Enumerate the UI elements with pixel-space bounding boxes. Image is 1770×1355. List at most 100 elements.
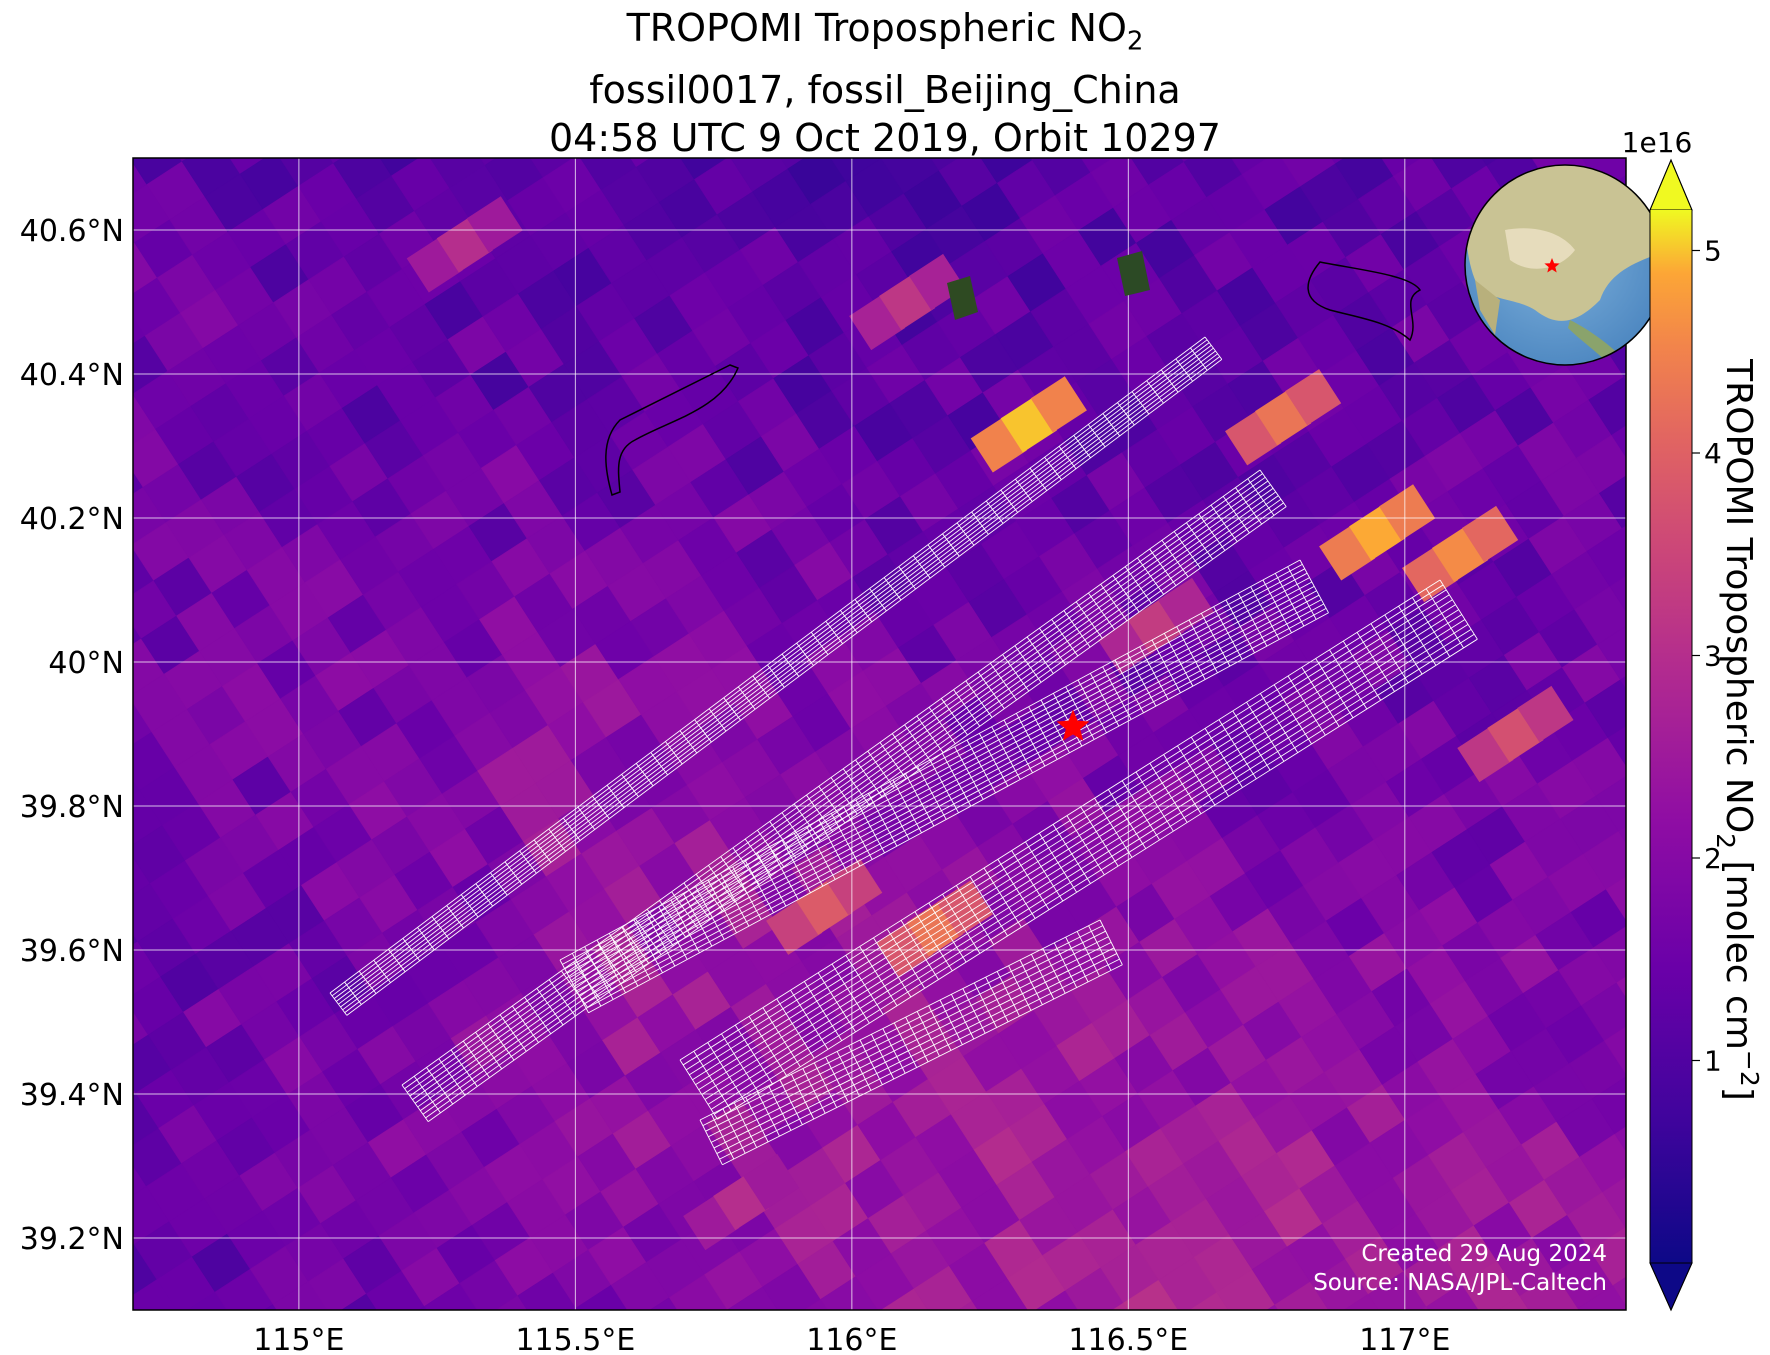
no2-pixel [649,1297,678,1310]
swath-grid-line [583,603,1324,1005]
no2-pixel [1611,425,1626,458]
no2-pixel [1605,876,1626,921]
no2-pixel [1636,1298,1694,1355]
no2-pixel [1572,737,1626,797]
no2-pixel [1103,92,1161,150]
swath-grid-line [585,607,1327,1009]
no2-pixel [1601,1321,1659,1355]
globe-target-star [1544,258,1560,273]
no2-pixel [1449,1319,1507,1355]
y-tick-label: 40.2°N [20,502,124,537]
colorbar-fill [1650,210,1692,1263]
globe-tibet [1505,228,1575,269]
x-tick-label: 116°E [806,1323,897,1355]
no2-pixel [1602,1176,1626,1228]
no2-hotspots [406,196,1574,1251]
swath-grid-line [427,506,1287,1122]
swath-grid-line [707,624,1469,1105]
reservoir-outline [605,364,739,496]
swath-grid-line [1259,469,1287,507]
swath-grid-line [716,953,1117,1154]
created-date: Created 29 Aug 2024 [1361,1241,1607,1267]
colorbar-frame [1649,158,1693,1312]
colorbar-tick-label: 2 [1704,842,1722,875]
no2-pixel [1591,1076,1626,1135]
swath-grid-line [704,619,1466,1100]
y-tick-label: 40.4°N [20,358,124,393]
swath-grid-line [414,487,1274,1104]
inset-globe [1464,164,1666,366]
title-line-2: fossil0017, fossil_Beijing_China [589,67,1181,112]
swath-grid-line [714,633,1475,1115]
swath-grid-line [574,585,1315,987]
no2-pixel [1123,1279,1179,1310]
no2-pixel [341,1293,378,1310]
swath-grid-line [695,604,1456,1086]
no2-hotspot [1285,369,1342,426]
swath-grid-line [342,353,1218,1011]
no2-pixel [1579,1133,1626,1193]
no2-pixel [64,1267,122,1325]
no2-pixel [448,1319,506,1355]
swath-grid-line [425,502,1284,1119]
no2-pixel [1481,158,1500,167]
no2-pixel [1586,527,1626,587]
swath-grid-line [338,347,1214,1005]
swath-grid-line [588,612,1329,1014]
credit-text: Created 29 Aug 2024 Source: NASA/JPL-Cal… [1313,1240,1607,1298]
no2-pixel [880,1288,929,1310]
map-plot-area [64,91,1694,1355]
colorbar-tick-label: 5 [1704,235,1722,268]
no2-pixel [1274,1281,1329,1310]
no2-pixel [1181,158,1191,163]
swath-grid-line [699,919,1101,1121]
no2-pixel [803,1298,829,1310]
swath-grid-line [722,964,1123,1166]
swath-grid-line [576,590,1317,992]
swath-grid-line [705,930,1106,1132]
no2-pixel [1080,158,1114,173]
no2-pixel [1577,1285,1626,1310]
no2-pixel [495,1295,528,1310]
no2-pixel [418,1305,428,1310]
no2-pixel [1621,525,1626,535]
no2-pixel [67,965,125,1023]
no2-pixel [1574,586,1626,646]
no2-pixel [1035,1290,1079,1310]
title-line-1: TROPOMI Tropospheric NO2 [626,6,1144,57]
no2-pixel [1584,679,1626,739]
no2-pixel [1574,1307,1580,1310]
no2-pixel [1582,830,1626,890]
no2-pixel [1406,95,1464,153]
no2-pixel [726,1309,728,1310]
no2-pixel [179,158,189,163]
colorbar-tick-label: 3 [1704,640,1722,673]
no2-pixel [630,158,651,168]
no2-pixel [529,158,574,179]
no2-pixel [1593,926,1626,984]
no2-pixel [1030,158,1037,161]
no2-pixel [1570,888,1626,948]
no2-pixel [555,97,613,155]
no2-pixel [1609,575,1626,612]
swath-grid-line [329,336,1206,994]
swath-grid-line [401,469,1261,1086]
no2-pixel [1598,475,1626,529]
target-star-marker [1056,709,1090,741]
y-tick-label: 40.6°N [20,214,124,249]
no2-pixel [404,95,462,153]
no2-pixel [1614,1126,1626,1152]
no2-pixel [1189,1291,1229,1310]
y-tick-label: 39.6°N [20,934,124,969]
swath-grid-line [412,484,1271,1100]
colorbar-multiplier: 1e16 [1622,126,1693,159]
y-tick-label: 39.8°N [20,790,124,825]
no2-pixel [101,91,159,149]
swath-grid-line [406,476,1266,1093]
swath-grid-line [404,473,1263,1090]
no2-pixel [329,158,343,164]
swath-grid-line [698,609,1459,1090]
colorbar-extend-min [1649,1262,1693,1312]
swath-grid-line [331,339,1208,997]
no2-pixel-layer [64,91,1694,1355]
